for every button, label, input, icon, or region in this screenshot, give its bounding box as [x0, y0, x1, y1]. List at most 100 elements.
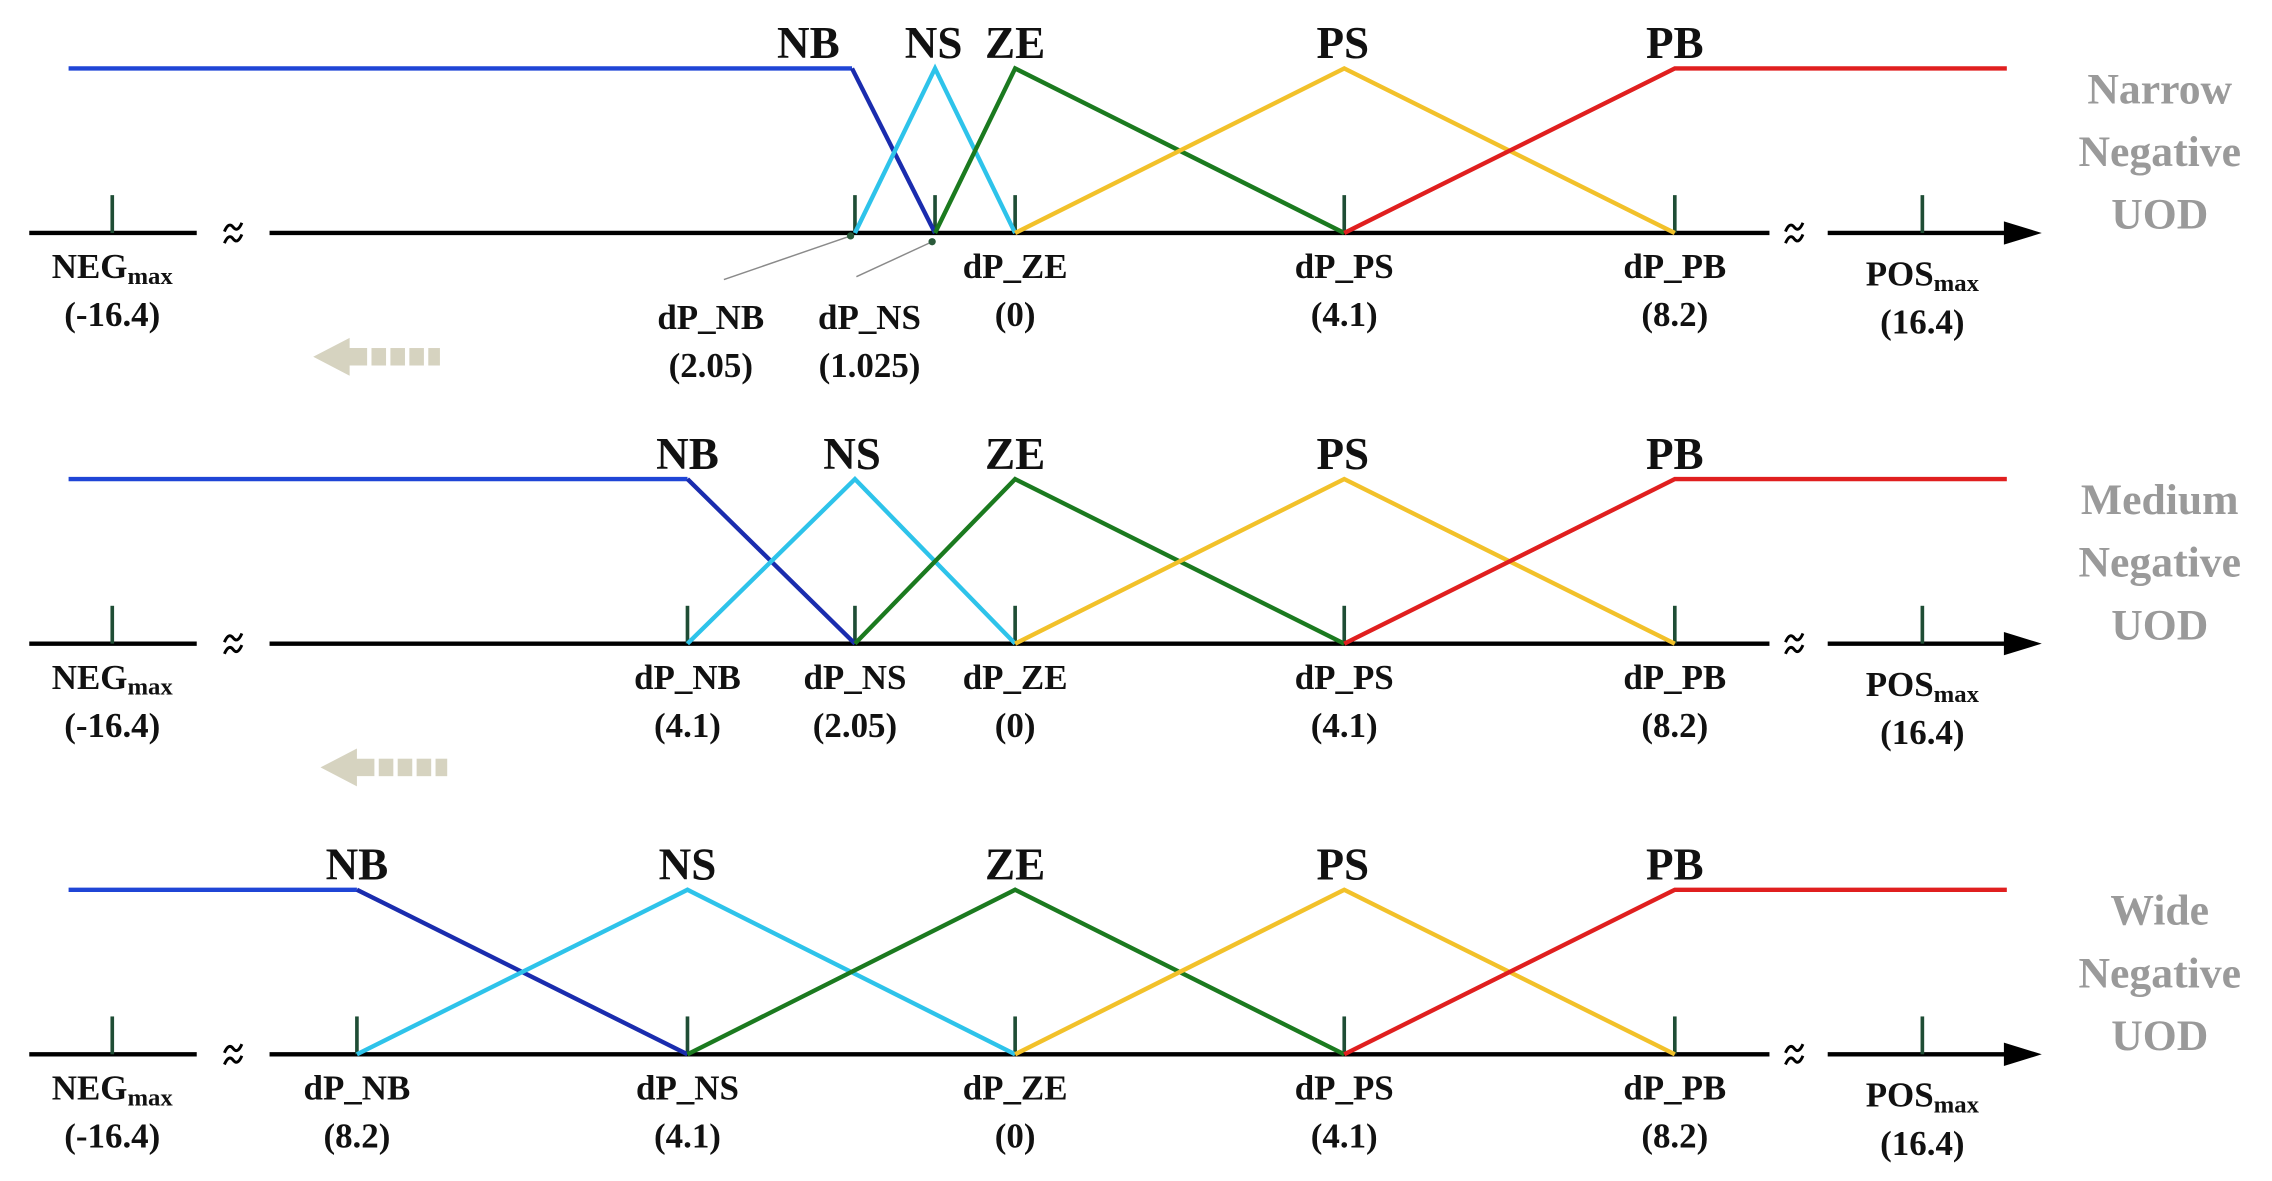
mf-ps [1014, 66, 1676, 235]
tick-name-sub: max [1934, 681, 1980, 708]
mf-ps [1014, 476, 1676, 646]
tick-value: (16.4) [1880, 1124, 1964, 1163]
mf-label: NS [659, 840, 717, 890]
tick-name: dP_NB [657, 298, 764, 337]
mf-ns [852, 63, 1018, 234]
tick-name-main: dP_PS [1295, 658, 1394, 697]
tick-value: (4.1) [1311, 706, 1378, 745]
tick-name-main: dP_NS [803, 658, 906, 697]
axis-arrow [2003, 632, 2042, 656]
mf-label: PB [1646, 429, 1704, 479]
uod-panel: NB NS ZE PS PBNEGmax(-16.4)dP_NB(8.2)dP_NS(4… [29, 840, 2241, 1163]
axis-break [223, 222, 244, 233]
tick-name-sub: max [127, 674, 173, 701]
tick-value: (4.1) [1311, 1117, 1378, 1156]
tick-name-main: dP_PS [1295, 247, 1394, 286]
tick-value: (0) [995, 295, 1036, 334]
tick-value: (8.2) [323, 1117, 390, 1156]
leader-head [846, 232, 855, 240]
tick-value: (8.2) [1641, 1117, 1708, 1156]
tick-name-main: dP_ZE [963, 658, 1068, 697]
tick-value: (1.025) [819, 346, 921, 385]
tick-name: POSmax [1866, 1076, 1980, 1119]
tick-name: dP_NS [818, 298, 921, 337]
tick-name: dP_PB [1623, 658, 1726, 697]
tick-value: (-16.4) [64, 706, 160, 745]
side-label: UOD [2111, 601, 2208, 649]
mf-label: PS [1316, 840, 1369, 890]
mf-label: ZE [985, 840, 1045, 890]
tick-name-main: dP_ZE [963, 1068, 1068, 1107]
tick-name-main: dP_NB [304, 1068, 411, 1107]
axis-break [1784, 632, 1805, 643]
tick-name-main: POS [1866, 665, 1934, 704]
tick-name-main: dP_NB [657, 298, 764, 337]
side-label: Medium [2081, 476, 2239, 524]
tick-name-main: NEG [52, 658, 128, 697]
tick-name: dP_PS [1295, 658, 1394, 697]
tick-name-main: dP_NS [818, 298, 921, 337]
tick-value: (-16.4) [64, 295, 160, 334]
mf-ze [933, 65, 1346, 235]
tick-name: dP_NS [803, 658, 906, 697]
axis-break [1784, 222, 1805, 233]
axis-break [1784, 1043, 1805, 1054]
mf-ze [853, 476, 1346, 646]
axis-break [223, 1043, 244, 1054]
mf-pb [1343, 476, 2007, 646]
tick-name-main: dP_PB [1623, 247, 1726, 286]
tick-name-main: POS [1866, 254, 1934, 293]
side-label: Wide [2110, 887, 2209, 935]
side-label: Narrow [2087, 65, 2232, 113]
side-label: Negative [2078, 539, 2240, 587]
mf-label: PS [1316, 429, 1369, 479]
mf-ps [1014, 887, 1676, 1057]
axis-break [1784, 233, 1805, 244]
tick-name-main: NEG [52, 247, 128, 286]
tick-name: dP_ZE [963, 247, 1068, 286]
tick-name: dP_ZE [963, 658, 1068, 697]
tick-name: dP_NS [636, 1068, 739, 1107]
axis-break [1784, 644, 1805, 655]
tick-name-main: dP_PB [1623, 1068, 1726, 1107]
axis-break [223, 233, 244, 244]
tick-name: dP_PS [1295, 1068, 1394, 1107]
tick-value: (4.1) [654, 706, 721, 745]
tick-value: (16.4) [1880, 302, 1964, 341]
tick-name-main: POS [1866, 1076, 1934, 1115]
axis-break [223, 1055, 244, 1066]
tick-name: dP_PB [1623, 1068, 1726, 1107]
mf-label: ZE [985, 18, 1045, 68]
tick-value: (-16.4) [64, 1117, 160, 1156]
tick-name: dP_PB [1623, 247, 1726, 286]
side-label: UOD [2111, 1012, 2208, 1060]
tick-value: (8.2) [1641, 706, 1708, 745]
mf-label: NS [905, 18, 963, 68]
tick-value: (0) [995, 1117, 1036, 1156]
tick-name-sub: max [1934, 1092, 1980, 1119]
tick-name: POSmax [1866, 665, 1980, 708]
tick-name: dP_PS [1295, 247, 1394, 286]
mf-label: PS [1316, 18, 1369, 68]
mf-pb [1343, 66, 2007, 235]
shift-arrow [320, 748, 448, 787]
tick-name-sub: max [127, 1084, 173, 1111]
tick-value: (4.1) [654, 1117, 721, 1156]
tick-name: NEGmax [52, 658, 174, 701]
mf-ze [686, 887, 1346, 1057]
mf-label: PB [1646, 840, 1704, 890]
tick-value: (4.1) [1311, 295, 1378, 334]
leader-head [928, 238, 936, 246]
tick-name-main: dP_PB [1623, 658, 1726, 697]
mf-label: NB [656, 429, 719, 479]
tick-name: POSmax [1866, 254, 1980, 297]
mf-ns [685, 476, 1017, 646]
tick-name-main: dP_NS [636, 1068, 739, 1107]
tick-name: dP_NB [304, 1068, 411, 1107]
tick-name: NEGmax [52, 247, 174, 290]
tick-value: (2.05) [813, 706, 897, 745]
tick-value: (16.4) [1880, 713, 1964, 752]
tick-value: (2.05) [669, 346, 753, 385]
